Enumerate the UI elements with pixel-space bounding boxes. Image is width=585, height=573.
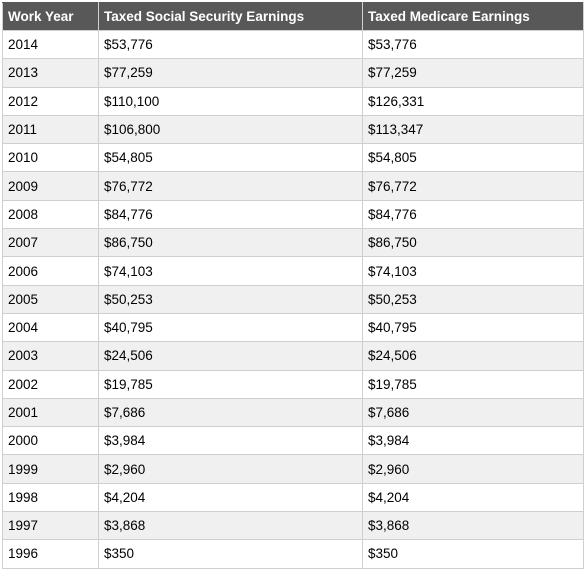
work-year-cell: 2005	[2, 284, 99, 314]
medicare-earnings-cell: $3,868	[362, 511, 584, 541]
medicare-earnings-cell: $126,331	[362, 86, 584, 116]
work-year-cell: 1997	[2, 511, 99, 541]
work-year-cell: 2013	[2, 58, 99, 88]
work-year-cell: 2010	[2, 143, 99, 173]
medicare-earnings-cell: $53,776	[362, 29, 584, 60]
social-security-earnings-cell: $76,772	[98, 171, 363, 201]
header-work-year: Work Year	[2, 2, 99, 31]
work-year-cell: 2001	[2, 397, 99, 428]
medicare-earnings-cell: $3,984	[362, 426, 584, 456]
medicare-earnings-cell: $54,805	[362, 143, 584, 173]
header-row: Work Year Taxed Social Security Earnings…	[2, 2, 584, 31]
table-header: Work Year Taxed Social Security Earnings…	[2, 2, 584, 31]
table-row: 2010 $54,805 $54,805	[2, 143, 584, 173]
table-row: 2001 $7,686 $7,686	[2, 397, 584, 428]
table-row: 1996 $350 $350	[2, 539, 584, 569]
medicare-earnings-cell: $76,772	[362, 171, 584, 201]
social-security-earnings-cell: $53,776	[98, 29, 363, 60]
table-row: 2004 $40,795 $40,795	[2, 312, 584, 343]
social-security-earnings-cell: $74,103	[98, 256, 363, 286]
social-security-earnings-cell: $84,776	[98, 199, 363, 230]
social-security-earnings-cell: $2,960	[98, 454, 363, 484]
table-row: 2006 $74,103 $74,103	[2, 256, 584, 286]
medicare-earnings-cell: $7,686	[362, 397, 584, 428]
table-row: 2012 $110,100 $126,331	[2, 86, 584, 116]
social-security-earnings-cell: $50,253	[98, 284, 363, 314]
work-year-cell: 1998	[2, 482, 99, 513]
medicare-earnings-cell: $4,204	[362, 482, 584, 513]
work-year-cell: 2002	[2, 369, 99, 399]
medicare-earnings-cell: $74,103	[362, 256, 584, 286]
medicare-earnings-cell: $24,506	[362, 341, 584, 371]
table-row: 2008 $84,776 $84,776	[2, 199, 584, 230]
work-year-cell: 2004	[2, 312, 99, 343]
work-year-cell: 1996	[2, 539, 99, 569]
medicare-earnings-cell: $350	[362, 539, 584, 569]
table-row: 2005 $50,253 $50,253	[2, 284, 584, 314]
medicare-earnings-cell: $2,960	[362, 454, 584, 484]
medicare-earnings-cell: $84,776	[362, 199, 584, 230]
table-body: 2014 $53,776 $53,776 2013 $77,259 $77,259 2012…	[2, 29, 584, 569]
work-year-cell: 2014	[2, 29, 99, 60]
medicare-earnings-cell: $86,750	[362, 228, 584, 258]
social-security-earnings-cell: $106,800	[98, 114, 363, 145]
social-security-earnings-cell: $7,686	[98, 397, 363, 428]
social-security-earnings-cell: $86,750	[98, 228, 363, 258]
table-row: 2003 $24,506 $24,506	[2, 341, 584, 371]
social-security-earnings-cell: $77,259	[98, 58, 363, 88]
table-row: 1998 $4,204 $4,204	[2, 482, 584, 513]
work-year-cell: 2008	[2, 199, 99, 230]
medicare-earnings-cell: $77,259	[362, 58, 584, 88]
medicare-earnings-cell: $50,253	[362, 284, 584, 314]
medicare-earnings-cell: $40,795	[362, 312, 584, 343]
work-year-cell: 2009	[2, 171, 99, 201]
work-year-cell: 2007	[2, 228, 99, 258]
social-security-earnings-cell: $54,805	[98, 143, 363, 173]
social-security-earnings-cell: $4,204	[98, 482, 363, 513]
social-security-earnings-cell: $40,795	[98, 312, 363, 343]
work-year-cell: 2003	[2, 341, 99, 371]
table-row: 2009 $76,772 $76,772	[2, 171, 584, 201]
medicare-earnings-cell: $19,785	[362, 369, 584, 399]
header-taxed-medicare-earnings: Taxed Medicare Earnings	[362, 2, 584, 31]
social-security-earnings-cell: $110,100	[98, 86, 363, 116]
work-year-cell: 2011	[2, 114, 99, 145]
social-security-earnings-cell: $3,868	[98, 511, 363, 541]
work-year-cell: 2012	[2, 86, 99, 116]
work-year-cell: 2006	[2, 256, 99, 286]
table-row: 2011 $106,800 $113,347	[2, 114, 584, 145]
table-row: 1997 $3,868 $3,868	[2, 511, 584, 541]
social-security-earnings-cell: $3,984	[98, 426, 363, 456]
medicare-earnings-cell: $113,347	[362, 114, 584, 145]
social-security-earnings-cell: $24,506	[98, 341, 363, 371]
social-security-earnings-cell: $350	[98, 539, 363, 569]
social-security-earnings-cell: $19,785	[98, 369, 363, 399]
table-row: 1999 $2,960 $2,960	[2, 454, 584, 484]
table-row: 2007 $86,750 $86,750	[2, 228, 584, 258]
table-row: 2000 $3,984 $3,984	[2, 426, 584, 456]
header-taxed-social-security-earnings: Taxed Social Security Earnings	[98, 2, 363, 31]
table-row: 2014 $53,776 $53,776	[2, 29, 584, 60]
table-row: 2013 $77,259 $77,259	[2, 58, 584, 88]
table-row: 2002 $19,785 $19,785	[2, 369, 584, 399]
work-year-cell: 1999	[2, 454, 99, 484]
work-year-cell: 2000	[2, 426, 99, 456]
